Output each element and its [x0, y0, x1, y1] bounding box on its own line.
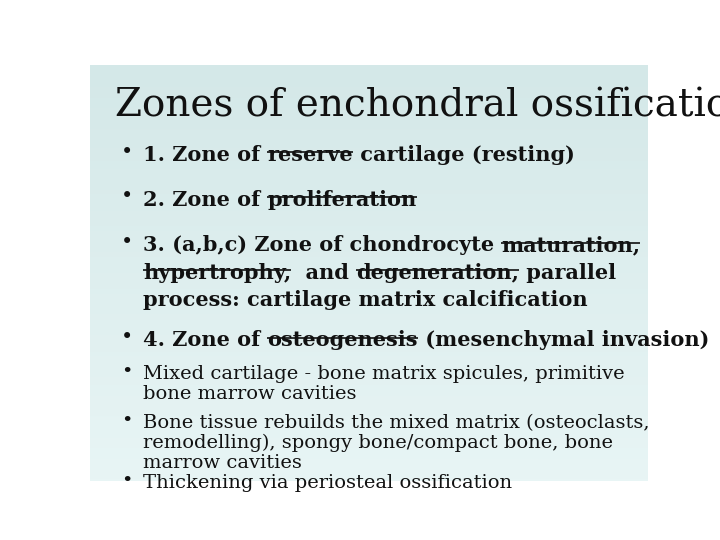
- Text: marrow cavities: marrow cavities: [143, 454, 302, 472]
- Text: •: •: [121, 143, 133, 161]
- Text: cartilage (resting): cartilage (resting): [353, 145, 575, 165]
- Text: proliferation: proliferation: [267, 190, 417, 210]
- Text: osteogenesis: osteogenesis: [267, 330, 418, 350]
- Text: degeneration,: degeneration,: [356, 263, 519, 283]
- Text: (mesenchymal invasion): (mesenchymal invasion): [418, 330, 709, 350]
- Text: •: •: [121, 187, 133, 206]
- Text: Mixed cartilage - bone matrix spicules, primitive: Mixed cartilage - bone matrix spicules, …: [143, 365, 625, 383]
- Text: process: cartilage matrix calcification: process: cartilage matrix calcification: [143, 290, 588, 310]
- Text: 2. Zone of: 2. Zone of: [143, 190, 267, 210]
- Text: Zones of enchondral ossification: Zones of enchondral ossification: [115, 87, 720, 125]
- Text: and: and: [291, 263, 356, 283]
- Text: reserve: reserve: [267, 145, 353, 165]
- Text: hypertrophy,: hypertrophy,: [143, 263, 291, 283]
- Text: •: •: [121, 363, 132, 381]
- Text: maturation,: maturation,: [501, 235, 640, 255]
- Text: •: •: [121, 328, 133, 347]
- Text: 4. Zone of: 4. Zone of: [143, 330, 267, 350]
- Text: bone marrow cavities: bone marrow cavities: [143, 385, 356, 403]
- Text: •: •: [121, 472, 132, 490]
- Text: Thickening via periosteal ossification: Thickening via periosteal ossification: [143, 474, 512, 492]
- Text: parallel: parallel: [519, 263, 616, 283]
- Text: •: •: [121, 412, 132, 430]
- Text: 3. (a,b,c) Zone of chondrocyte: 3. (a,b,c) Zone of chondrocyte: [143, 235, 501, 255]
- Text: Bone tissue rebuilds the mixed matrix (osteoclasts,: Bone tissue rebuilds the mixed matrix (o…: [143, 414, 649, 432]
- Text: remodelling), spongy bone/compact bone, bone: remodelling), spongy bone/compact bone, …: [143, 434, 613, 453]
- Text: •: •: [121, 233, 133, 252]
- Text: 1. Zone of: 1. Zone of: [143, 145, 267, 165]
